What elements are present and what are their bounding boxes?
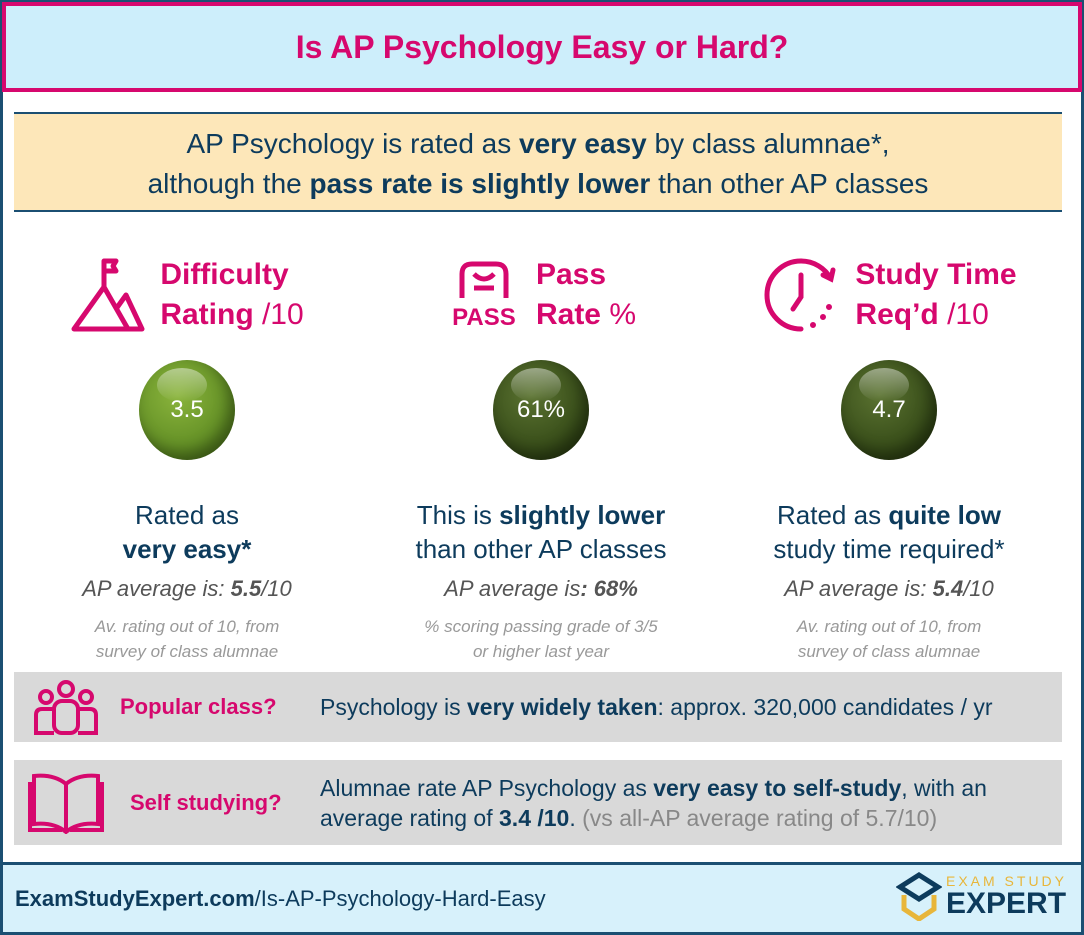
description-bold: quite low bbox=[888, 500, 1001, 530]
pass-rate-column: PASS Pass Rate % 61% This is slightly low… bbox=[376, 250, 706, 664]
value-text: 4.7 bbox=[872, 396, 906, 423]
page-title: Is AP Psychology Easy or Hard? bbox=[2, 2, 1082, 92]
footnote: Av. rating out of 10, from bbox=[94, 617, 280, 636]
footnote: Av. rating out of 10, from bbox=[796, 617, 982, 636]
column-unit: % bbox=[601, 298, 637, 331]
column-heading: Study Time bbox=[855, 258, 1017, 291]
average-label: AP average is: bbox=[784, 576, 933, 601]
mountain-flag-icon bbox=[71, 258, 145, 332]
popular-text: Psychology is bbox=[320, 694, 468, 720]
popular-class-band: Popular class? Psychology is very widely… bbox=[14, 672, 1062, 742]
footer-domain[interactable]: ExamStudyExpert.com bbox=[15, 885, 255, 911]
footer-path[interactable]: /Is-AP-Psychology-Hard-Easy bbox=[254, 885, 546, 911]
footnote: % scoring passing grade of 3/5 bbox=[424, 617, 658, 636]
average-label: AP average is bbox=[444, 576, 581, 601]
self-study-bold: very easy to self-study bbox=[653, 774, 902, 801]
column-heading: Req’d bbox=[855, 298, 939, 331]
logo: EXAM STUDY EXPERT bbox=[895, 871, 1067, 921]
average-value: 5.4 bbox=[932, 576, 964, 601]
clock-icon bbox=[764, 258, 836, 332]
description-text: than other AP classes bbox=[415, 534, 667, 564]
summary-text: by class alumnae*, bbox=[646, 128, 890, 159]
column-heading: Pass bbox=[535, 258, 607, 291]
average-value: 5.5 bbox=[230, 576, 262, 601]
study-time-column: Study Time Req’d /10 4.7 Rated as quite l… bbox=[724, 250, 1054, 664]
self-study-text: Alumnae rate AP Psychology as bbox=[320, 774, 654, 801]
footnote: or higher last year bbox=[472, 642, 610, 661]
popular-text: : approx. 320,000 candidates / yr bbox=[657, 694, 993, 720]
average-label: AP average is: bbox=[82, 576, 231, 601]
summary-banner: AP Psychology is rated as very easy by c… bbox=[14, 112, 1062, 212]
people-icon bbox=[34, 680, 98, 735]
value-text: 3.5 bbox=[170, 396, 204, 423]
footer-url[interactable]: ExamStudyExpert.com/Is-AP-Psychology-Har… bbox=[15, 886, 546, 912]
self-study-label: Self studying? bbox=[130, 789, 282, 815]
graduation-cap-icon bbox=[895, 872, 942, 921]
column-heading: Difficulty bbox=[160, 258, 289, 291]
self-study-rating: 3.4 /10 bbox=[499, 804, 570, 831]
popular-bold: very widely taken bbox=[467, 694, 658, 720]
description-bold: slightly lower bbox=[499, 500, 666, 530]
description-text: Rated as bbox=[777, 500, 889, 530]
description-text: Rated as bbox=[134, 500, 240, 530]
summary-text: AP Psychology is rated as bbox=[186, 128, 520, 159]
popular-class-label: Popular class? bbox=[120, 694, 277, 719]
pass-icon-text: PASS bbox=[452, 303, 516, 331]
value-circle: 61% bbox=[493, 360, 589, 460]
book-icon bbox=[28, 773, 104, 834]
summary-text: than other AP classes bbox=[650, 168, 929, 199]
summary-bold: very easy bbox=[519, 128, 647, 159]
value-circle: 4.7 bbox=[841, 360, 937, 460]
summary-text: although the bbox=[147, 168, 310, 199]
self-study-text: , with an average rating of bbox=[320, 774, 987, 831]
description-bold: very easy* bbox=[122, 534, 252, 564]
footnote: survey of class alumnae bbox=[797, 642, 981, 661]
summary-bold: pass rate is slightly lower bbox=[309, 168, 651, 199]
footer: ExamStudyExpert.com/Is-AP-Psychology-Har… bbox=[3, 862, 1081, 932]
self-study-text: . bbox=[569, 804, 583, 831]
average-unit: /10 bbox=[963, 576, 994, 601]
column-unit: /10 bbox=[938, 298, 989, 331]
logo-text-top: EXAM STUDY bbox=[945, 873, 1067, 889]
self-study-band: Self studying? Alumnae rate AP Psycholog… bbox=[14, 760, 1062, 845]
column-heading: Rating bbox=[160, 298, 254, 331]
logo-text-bottom: EXPERT bbox=[945, 887, 1067, 920]
pass-icon: PASS bbox=[446, 260, 522, 331]
value-circle: 3.5 bbox=[139, 360, 235, 460]
difficulty-column: Difficulty Rating /10 3.5 Rated as very ea… bbox=[22, 250, 352, 664]
footnote: survey of class alumnae bbox=[95, 642, 279, 661]
description-text: This is bbox=[416, 500, 500, 530]
average-unit: /10 bbox=[261, 576, 292, 601]
description-text: study time required* bbox=[773, 534, 1005, 564]
value-text: 61% bbox=[516, 396, 566, 423]
column-unit: /10 bbox=[253, 298, 304, 331]
self-study-comparison: (vs all-AP average rating of 5.7/10) bbox=[582, 804, 938, 831]
average-value: : 68% bbox=[580, 576, 638, 601]
column-heading: Rate bbox=[535, 298, 601, 331]
